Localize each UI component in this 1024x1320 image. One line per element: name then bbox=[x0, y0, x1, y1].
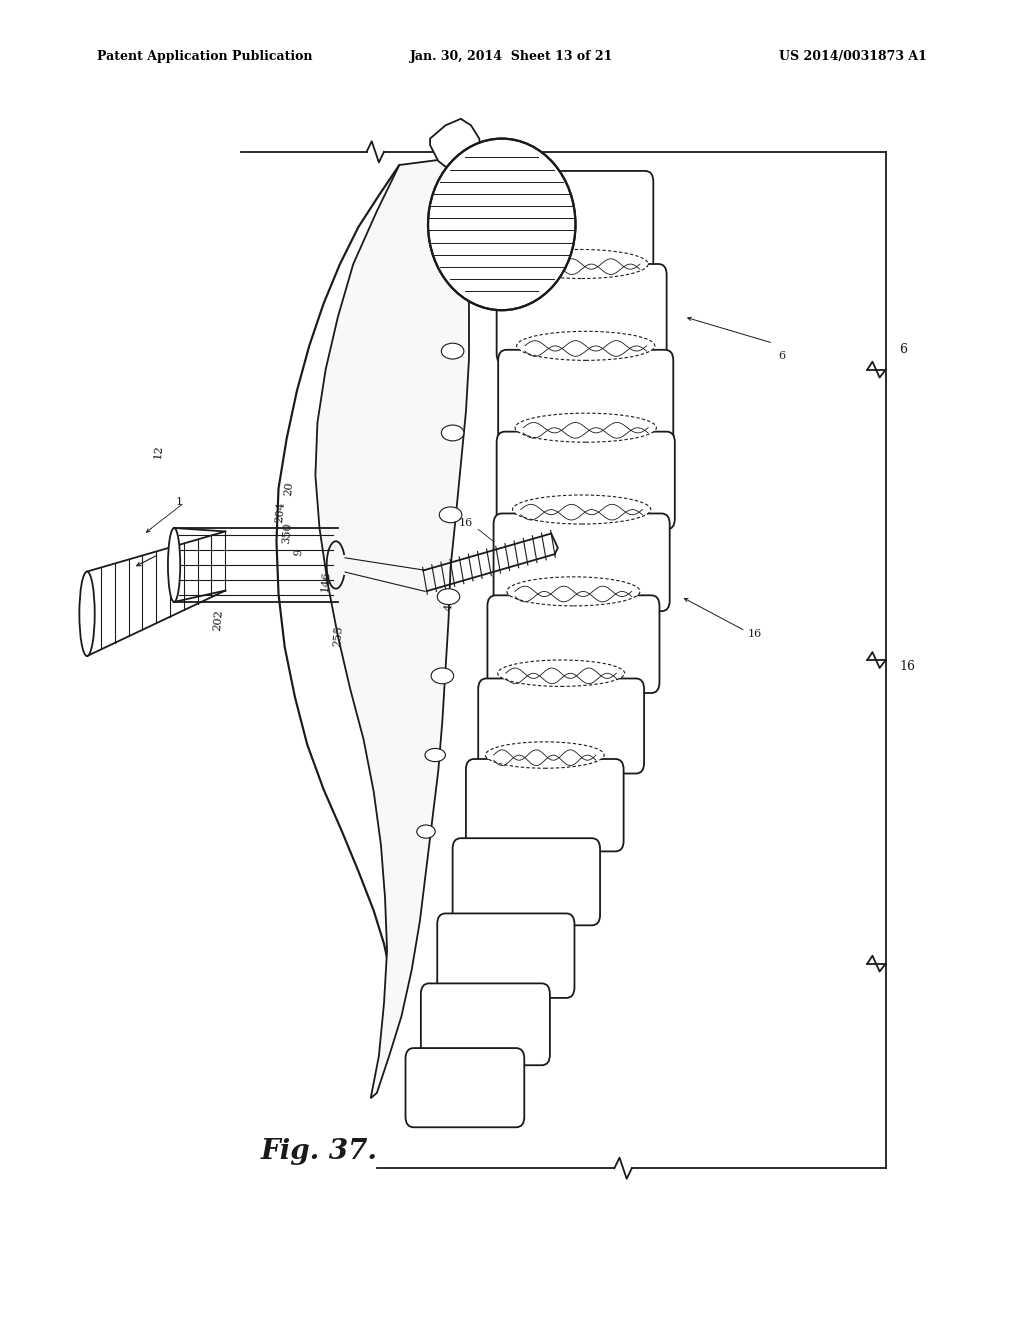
Text: 4: 4 bbox=[443, 603, 454, 611]
Text: 16: 16 bbox=[748, 628, 762, 639]
Ellipse shape bbox=[441, 343, 464, 359]
Ellipse shape bbox=[515, 249, 648, 279]
Ellipse shape bbox=[498, 660, 625, 686]
Ellipse shape bbox=[439, 261, 462, 277]
Text: Patent Application Publication: Patent Application Publication bbox=[97, 50, 312, 63]
Text: 255: 255 bbox=[332, 626, 344, 647]
Text: 12: 12 bbox=[154, 444, 164, 459]
Ellipse shape bbox=[80, 572, 94, 656]
Ellipse shape bbox=[431, 668, 454, 684]
Ellipse shape bbox=[485, 742, 604, 768]
Text: 6: 6 bbox=[778, 351, 785, 362]
Ellipse shape bbox=[437, 589, 460, 605]
Ellipse shape bbox=[441, 425, 464, 441]
Ellipse shape bbox=[417, 825, 435, 838]
Text: 16: 16 bbox=[459, 517, 473, 528]
Ellipse shape bbox=[512, 495, 651, 524]
FancyBboxPatch shape bbox=[466, 759, 624, 851]
Ellipse shape bbox=[168, 528, 180, 602]
Polygon shape bbox=[430, 119, 481, 169]
Text: 16: 16 bbox=[899, 660, 915, 673]
Text: 204: 204 bbox=[274, 502, 287, 523]
Ellipse shape bbox=[425, 748, 445, 762]
Text: 20: 20 bbox=[284, 480, 294, 496]
FancyBboxPatch shape bbox=[494, 513, 670, 611]
Text: US 2014/0031873 A1: US 2014/0031873 A1 bbox=[779, 50, 927, 63]
Text: 1: 1 bbox=[175, 496, 182, 507]
Ellipse shape bbox=[515, 413, 656, 442]
FancyBboxPatch shape bbox=[478, 678, 644, 774]
FancyBboxPatch shape bbox=[437, 913, 574, 998]
FancyBboxPatch shape bbox=[494, 172, 653, 279]
Ellipse shape bbox=[439, 507, 462, 523]
Text: 6: 6 bbox=[899, 343, 907, 356]
FancyBboxPatch shape bbox=[497, 432, 675, 529]
Ellipse shape bbox=[428, 139, 575, 310]
FancyBboxPatch shape bbox=[453, 838, 600, 925]
Polygon shape bbox=[315, 158, 469, 1098]
FancyBboxPatch shape bbox=[497, 264, 667, 364]
Text: Fig. 37.: Fig. 37. bbox=[261, 1138, 378, 1164]
Text: 350: 350 bbox=[281, 523, 293, 544]
FancyBboxPatch shape bbox=[498, 350, 674, 447]
Text: 9: 9 bbox=[294, 548, 304, 556]
FancyBboxPatch shape bbox=[487, 595, 659, 693]
FancyBboxPatch shape bbox=[421, 983, 550, 1065]
Ellipse shape bbox=[507, 577, 640, 606]
Text: 202: 202 bbox=[212, 610, 224, 631]
Text: 146: 146 bbox=[319, 570, 332, 591]
Ellipse shape bbox=[516, 331, 655, 360]
Text: Jan. 30, 2014  Sheet 13 of 21: Jan. 30, 2014 Sheet 13 of 21 bbox=[411, 50, 613, 63]
FancyBboxPatch shape bbox=[406, 1048, 524, 1127]
